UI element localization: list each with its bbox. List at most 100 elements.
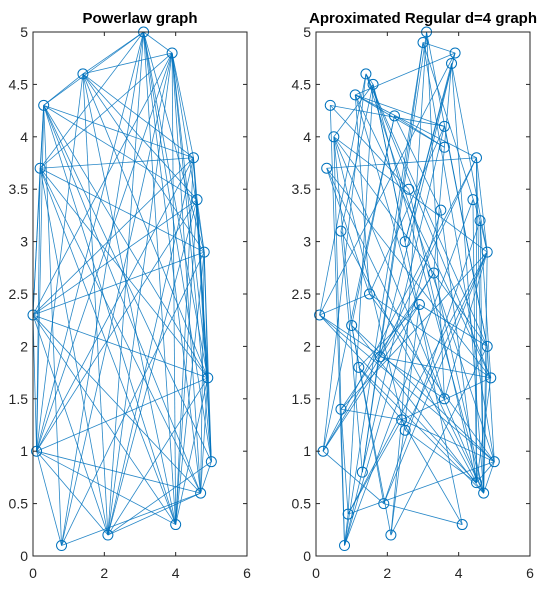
graph-edge bbox=[43, 105, 198, 201]
graph-edge bbox=[171, 52, 177, 525]
graph-edge bbox=[383, 220, 481, 504]
graph-edge bbox=[40, 157, 194, 169]
graph-edge bbox=[39, 168, 201, 494]
graph-node bbox=[485, 372, 497, 384]
graph-node bbox=[356, 466, 368, 478]
powerlaw-graph-panel: Powerlaw graph 0 2 4 6 0 0.5 1 1.5 2 2.5 3 3.5 4 4.5 5 bbox=[9, 10, 252, 581]
graph-edge bbox=[32, 314, 201, 494]
graph-node bbox=[314, 309, 326, 321]
graph-node bbox=[77, 68, 89, 80]
graph-edge bbox=[340, 84, 374, 232]
graph-edge bbox=[351, 325, 392, 536]
graph-edge bbox=[36, 31, 144, 452]
graph-node bbox=[399, 424, 411, 436]
graph-edge bbox=[175, 252, 205, 525]
graph-edge bbox=[333, 136, 353, 326]
node-layer bbox=[314, 26, 500, 552]
node-layer bbox=[27, 26, 217, 552]
plot-area bbox=[315, 31, 531, 557]
y-tick-label: 2 bbox=[303, 338, 311, 354]
graph-edge bbox=[43, 104, 194, 159]
graph-edge bbox=[175, 157, 194, 525]
y-tick-label: 5 bbox=[303, 24, 311, 40]
graph-edge bbox=[401, 419, 463, 525]
axis-ticks: 0 2 4 6 0 0.5 1 1.5 2 2.5 3 3.5 4 4.5 5 bbox=[9, 24, 252, 581]
graph-edge bbox=[390, 304, 420, 536]
graph-edge bbox=[379, 272, 435, 358]
graph-edge bbox=[322, 304, 420, 452]
graph-node bbox=[349, 89, 361, 101]
graph-edge bbox=[61, 251, 205, 546]
edge-layer bbox=[32, 31, 212, 546]
graph-node bbox=[188, 152, 199, 164]
axes-border bbox=[315, 31, 531, 557]
graph-edge bbox=[36, 377, 208, 452]
x-tick-label: 0 bbox=[29, 565, 37, 581]
x-tick-label: 4 bbox=[455, 565, 463, 581]
y-tick-label: 0 bbox=[303, 548, 311, 564]
graph-node bbox=[413, 298, 425, 310]
graph-edge bbox=[39, 31, 144, 169]
graph-edge bbox=[319, 314, 495, 462]
graph-node bbox=[353, 361, 365, 373]
graph-edge bbox=[143, 31, 173, 54]
graph-edge bbox=[486, 346, 495, 462]
graph-node bbox=[202, 372, 214, 384]
graph-edge bbox=[351, 325, 484, 494]
graph-node bbox=[367, 78, 379, 90]
graph-edge bbox=[329, 105, 410, 190]
graph-node bbox=[403, 183, 415, 195]
graph-edge bbox=[344, 126, 445, 546]
graph-edge bbox=[333, 136, 485, 494]
graph-node bbox=[31, 445, 43, 457]
graph-edge bbox=[365, 73, 492, 378]
graph-edge bbox=[207, 377, 212, 462]
graph-node bbox=[471, 477, 482, 489]
graph-node bbox=[166, 47, 178, 59]
y-tick-label: 2 bbox=[20, 338, 28, 354]
graph-edge bbox=[36, 450, 176, 525]
y-tick-label: 1.5 bbox=[292, 391, 312, 407]
graph-edge bbox=[61, 52, 173, 546]
graph-edge bbox=[383, 503, 463, 525]
graph-node bbox=[481, 246, 493, 258]
graph-node bbox=[438, 120, 450, 132]
y-tick-label: 1 bbox=[20, 443, 28, 459]
y-tick-label: 4 bbox=[303, 129, 311, 145]
graph-edge bbox=[39, 168, 177, 525]
y-tick-label: 3 bbox=[20, 234, 28, 250]
graph-edge bbox=[347, 84, 374, 515]
graph-node bbox=[335, 225, 347, 237]
graph-node bbox=[478, 487, 490, 499]
graph-edge bbox=[380, 356, 491, 379]
graph-node bbox=[456, 519, 468, 531]
graph-edge bbox=[200, 461, 212, 494]
graph-edge bbox=[404, 251, 488, 431]
graph-node bbox=[324, 99, 336, 111]
graph-edge bbox=[107, 199, 198, 536]
graph-node bbox=[396, 414, 408, 426]
graph-edge bbox=[361, 42, 424, 473]
graph-node bbox=[56, 540, 68, 552]
graph-edge bbox=[369, 293, 491, 379]
graph-node bbox=[34, 162, 46, 174]
graph-edge bbox=[419, 304, 488, 347]
graph-edge bbox=[333, 136, 488, 253]
graph-edge bbox=[340, 408, 402, 421]
graph-edge bbox=[43, 105, 202, 494]
graph-edge bbox=[36, 451, 62, 546]
y-tick-label: 3 bbox=[303, 234, 311, 250]
graph-edge bbox=[107, 377, 209, 536]
graph-edge bbox=[347, 251, 488, 515]
graph-edge bbox=[36, 73, 84, 452]
graph-edge bbox=[433, 272, 485, 494]
graph-edge bbox=[32, 314, 37, 452]
graph-edge bbox=[394, 115, 445, 148]
graph-edge bbox=[322, 115, 395, 452]
graph-edge bbox=[143, 31, 177, 525]
graph-edge bbox=[351, 325, 495, 462]
graph-node bbox=[328, 131, 340, 143]
graph-edge bbox=[171, 52, 209, 378]
axes-border bbox=[32, 31, 248, 557]
